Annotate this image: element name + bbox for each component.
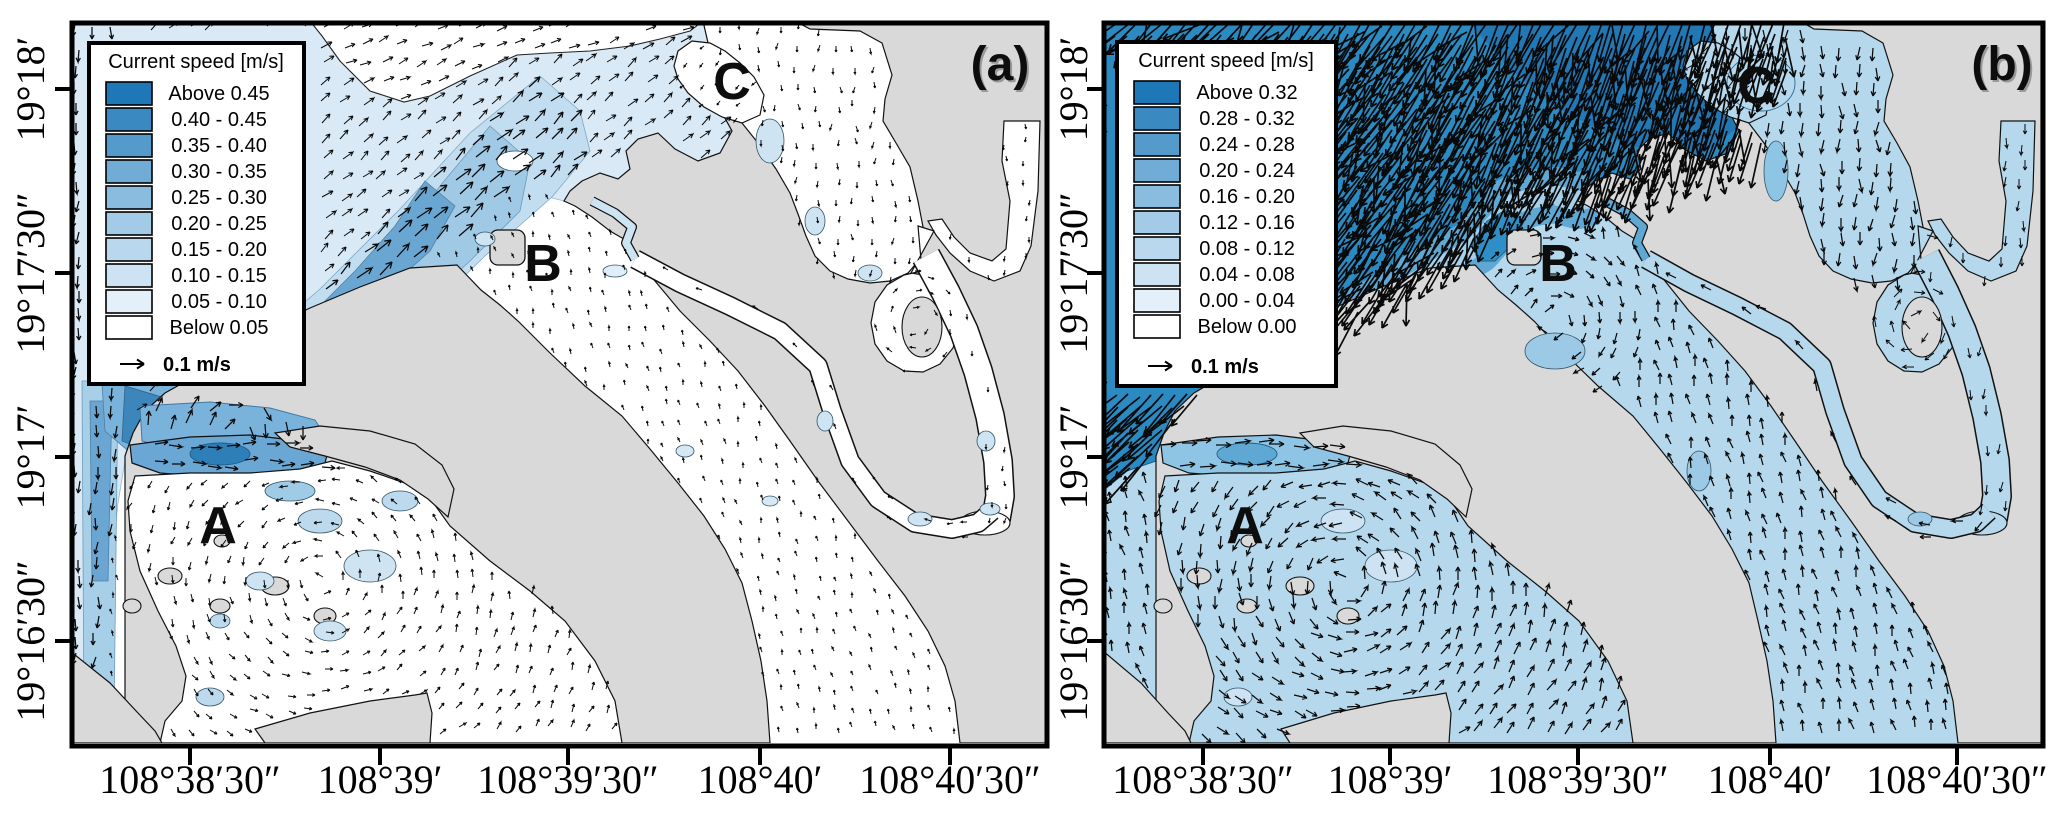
svg-text:19°17′: 19°17′ bbox=[8, 405, 53, 510]
svg-text:108°38′30″: 108°38′30″ bbox=[99, 757, 280, 802]
svg-text:108°39′: 108°39′ bbox=[318, 757, 443, 802]
svg-text:A: A bbox=[199, 497, 237, 555]
svg-text:B: B bbox=[524, 235, 562, 293]
svg-text:19°17′30″: 19°17′30″ bbox=[8, 192, 53, 353]
svg-text:0.25 - 0.30: 0.25 - 0.30 bbox=[171, 187, 267, 209]
svg-text:A: A bbox=[1226, 497, 1264, 555]
svg-text:(b): (b) bbox=[1971, 38, 2032, 91]
svg-text:C: C bbox=[713, 53, 751, 111]
svg-text:19°16′30″: 19°16′30″ bbox=[8, 560, 53, 721]
svg-text:0.28 - 0.32: 0.28 - 0.32 bbox=[1199, 108, 1295, 130]
svg-text:19°17′30″: 19°17′30″ bbox=[1051, 192, 1096, 353]
svg-text:0.20 - 0.24: 0.20 - 0.24 bbox=[1199, 160, 1295, 182]
svg-text:0.08 - 0.12: 0.08 - 0.12 bbox=[1199, 238, 1295, 260]
svg-text:0.1 m/s: 0.1 m/s bbox=[1191, 356, 1259, 378]
svg-text:0.35 - 0.40: 0.35 - 0.40 bbox=[171, 135, 267, 157]
svg-text:0.05 - 0.10: 0.05 - 0.10 bbox=[171, 291, 267, 313]
svg-text:108°39′30″: 108°39′30″ bbox=[477, 757, 658, 802]
svg-text:19°16′30″: 19°16′30″ bbox=[1051, 560, 1096, 721]
svg-text:Current speed [m/s]: Current speed [m/s] bbox=[108, 51, 284, 73]
svg-text:0.30 - 0.35: 0.30 - 0.35 bbox=[171, 161, 267, 183]
svg-text:0.15 - 0.20: 0.15 - 0.20 bbox=[171, 239, 267, 261]
svg-text:Below 0.05: Below 0.05 bbox=[170, 317, 269, 339]
svg-text:0.16 - 0.20: 0.16 - 0.20 bbox=[1199, 186, 1295, 208]
svg-text:Above 0.32: Above 0.32 bbox=[1196, 82, 1297, 104]
svg-text:Current speed [m/s]: Current speed [m/s] bbox=[1138, 50, 1314, 72]
svg-text:B: B bbox=[1539, 235, 1577, 293]
svg-text:0.04 - 0.08: 0.04 - 0.08 bbox=[1199, 264, 1295, 286]
svg-text:0.40 - 0.45: 0.40 - 0.45 bbox=[171, 109, 267, 131]
svg-text:Above 0.45: Above 0.45 bbox=[168, 83, 269, 105]
svg-text:C: C bbox=[1737, 57, 1775, 115]
svg-text:(b): (b) bbox=[1973, 40, 2034, 93]
svg-text:108°40′30″: 108°40′30″ bbox=[1866, 757, 2047, 802]
svg-text:108°39′30″: 108°39′30″ bbox=[1487, 757, 1668, 802]
svg-text:108°38′30″: 108°38′30″ bbox=[1112, 757, 1293, 802]
svg-text:108°39′: 108°39′ bbox=[1328, 757, 1453, 802]
svg-text:(a): (a) bbox=[973, 40, 1032, 93]
svg-text:0.10 - 0.15: 0.10 - 0.15 bbox=[171, 265, 267, 287]
svg-text:0.12 - 0.16: 0.12 - 0.16 bbox=[1199, 212, 1295, 234]
svg-text:0.1 m/s: 0.1 m/s bbox=[163, 354, 231, 376]
svg-text:108°40′30″: 108°40′30″ bbox=[859, 757, 1040, 802]
svg-text:0.20 - 0.25: 0.20 - 0.25 bbox=[171, 213, 267, 235]
svg-text:0.24 - 0.28: 0.24 - 0.28 bbox=[1199, 134, 1295, 156]
svg-text:(a): (a) bbox=[971, 38, 1030, 91]
svg-text:0.00 - 0.04: 0.00 - 0.04 bbox=[1199, 290, 1295, 312]
svg-text:108°40′: 108°40′ bbox=[698, 757, 823, 802]
svg-text:Below 0.00: Below 0.00 bbox=[1198, 316, 1297, 338]
svg-text:19°17′: 19°17′ bbox=[1051, 405, 1096, 510]
svg-text:19°18′: 19°18′ bbox=[8, 37, 53, 142]
svg-text:19°18′: 19°18′ bbox=[1051, 37, 1096, 142]
svg-text:108°40′: 108°40′ bbox=[1708, 757, 1833, 802]
